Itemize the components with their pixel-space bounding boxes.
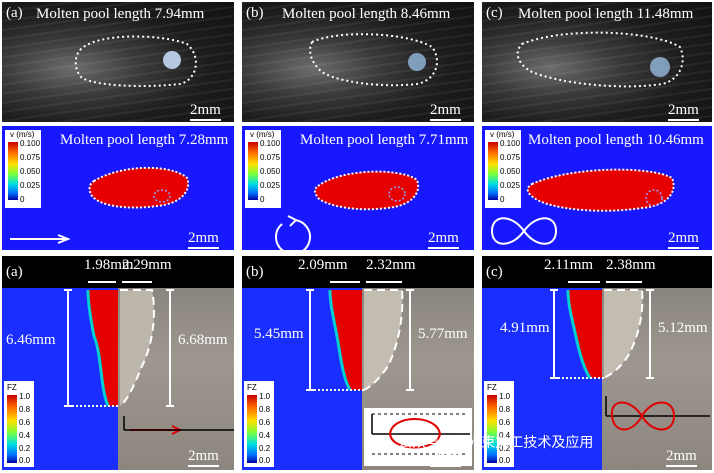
scale-bar: 2mm <box>188 230 219 249</box>
depth-right-label: 6.68mm <box>178 332 228 348</box>
fz-colorbar <box>487 395 497 463</box>
section-panel-a: (a) 1.98mm 2.29mm 6.46mm 6.68mm FZ 1.0 0… <box>2 256 234 470</box>
molten-pool-outline <box>309 33 438 87</box>
colorbar-tick: 0.2 <box>259 444 271 453</box>
fz-colorbar <box>247 395 257 463</box>
width-left-label: 2.09mm <box>298 257 348 273</box>
depth-right-label: 5.77mm <box>418 326 468 342</box>
colorbar-tick: 1.0 <box>499 392 511 401</box>
colorbar-tick: 0.025 <box>500 181 521 190</box>
fusion-zone <box>550 281 710 431</box>
velocity-colorbar <box>8 142 18 200</box>
scale-bar: 2mm <box>430 102 461 121</box>
molten-pool-length-label: Molten pool length 8.46mm <box>282 6 451 22</box>
colorbar-tick: 0.050 <box>20 167 41 176</box>
fusion-zone <box>64 281 234 435</box>
colorbar-tick: 0.6 <box>499 418 511 427</box>
colorbar-tick: 1.0 <box>19 392 31 401</box>
panel-label: (c) <box>486 5 503 21</box>
colorbar-title: FZ <box>7 383 17 392</box>
colorbar-tick: 0.100 <box>500 139 521 148</box>
width-right-label: 2.38mm <box>606 257 656 273</box>
colorbar-tick: 0.2 <box>499 444 511 453</box>
colorbar-tick: 0.050 <box>260 167 281 176</box>
width-left-label: 1.98mm <box>84 257 134 273</box>
velocity-colorbar <box>488 142 498 200</box>
molten-pool-outline <box>74 35 197 87</box>
panel-label: (a) <box>6 264 23 280</box>
velocity-colorbar <box>248 142 258 200</box>
colorbar-title: FZ <box>247 383 257 392</box>
colorbar-tick: 0.025 <box>260 181 281 190</box>
section-panel-c: 2.11mm 2.38mm 4.91mm 5.12mm (c) FZ 1.0 0… <box>482 256 712 470</box>
fusion-zone <box>306 281 472 466</box>
simulated-pool <box>10 166 190 244</box>
width-right-label: 2.29mm <box>122 257 172 273</box>
colorbar-tick: 0 <box>260 195 265 204</box>
depth-left-label: 5.45mm <box>254 326 304 342</box>
colorbar-tick: 0.6 <box>259 418 271 427</box>
width-right-label: 2.32mm <box>366 257 416 273</box>
molten-pool-outline <box>516 31 684 88</box>
depth-right-label: 5.12mm <box>658 320 708 336</box>
photo-panel-a: Molten pool length 7.94mm (a) 2mm <box>2 2 234 122</box>
simulated-pool <box>275 170 420 250</box>
scale-bar: 2mm <box>668 102 699 121</box>
colorbar-tick: 0.075 <box>20 153 41 162</box>
colorbar-tick: 0.100 <box>260 139 281 148</box>
molten-pool-length-label: Molten pool length 7.28mm <box>60 132 229 148</box>
molten-pool-length-label: Molten pool length 11.48mm <box>518 6 694 22</box>
molten-pool-length-label: Molten pool length 10.46mm <box>528 132 704 148</box>
scale-bar: 2mm <box>666 448 697 467</box>
colorbar-tick: 0.100 <box>20 139 41 148</box>
photo-panel-c: Molten pool length 11.48mm (c) 2mm <box>482 2 712 122</box>
watermark: 公众号 · 激光束加工技术及应用 <box>398 435 594 451</box>
panel-label: (c) <box>486 264 503 280</box>
scale-bar: 2mm <box>430 448 461 467</box>
colorbar-title: v (m/s) <box>10 130 35 139</box>
molten-pool-length-label: Molten pool length 7.71mm <box>300 132 469 148</box>
colorbar-tick: 0.0 <box>19 456 31 465</box>
scale-bar: 2mm <box>190 102 221 121</box>
colorbar-tick: 0.0 <box>499 456 511 465</box>
width-left-label: 2.11mm <box>544 257 594 273</box>
colorbar-tick: 0.0 <box>259 456 271 465</box>
panel-label: (b) <box>246 264 264 280</box>
fz-colorbar <box>7 395 17 463</box>
colorbar-tick: 0.4 <box>19 431 31 440</box>
colorbar-tick: 0.025 <box>20 181 41 190</box>
simulated-pool <box>490 168 675 245</box>
depth-left-label: 4.91mm <box>500 320 550 336</box>
colorbar-tick: 0 <box>500 195 505 204</box>
scale-bar: 2mm <box>428 230 459 249</box>
colorbar-tick: 0 <box>20 195 25 204</box>
colorbar-tick: 0.8 <box>259 405 271 414</box>
panel-label: (a) <box>6 5 23 21</box>
scale-bar: 2mm <box>668 230 699 249</box>
colorbar-tick: 0.8 <box>19 405 31 414</box>
sim-panel-c: v (m/s) 0.100 0.075 0.050 0.025 0 Molten… <box>482 126 712 250</box>
colorbar-tick: 0.075 <box>500 153 521 162</box>
colorbar-tick: 0.4 <box>259 431 271 440</box>
colorbar-tick: 0.4 <box>499 431 511 440</box>
colorbar-tick: 0.8 <box>499 405 511 414</box>
colorbar-title: FZ <box>487 383 497 392</box>
colorbar-tick: 0.050 <box>500 167 521 176</box>
depth-left-label: 6.46mm <box>6 332 56 348</box>
colorbar-title: v (m/s) <box>250 130 275 139</box>
colorbar-tick: 0.6 <box>19 418 31 427</box>
colorbar-title: v (m/s) <box>490 130 515 139</box>
sim-panel-a: v (m/s) 0.100 0.075 0.050 0.025 0 Molten… <box>2 126 234 250</box>
colorbar-tick: 0.2 <box>19 444 31 453</box>
section-panel-b: 2.09mm 2.32mm 5.45mm 5.77mm (b) FZ 1.0 0… <box>242 256 474 470</box>
colorbar-tick: 0.075 <box>260 153 281 162</box>
scale-bar: 2mm <box>188 448 219 467</box>
panel-label: (b) <box>246 5 264 21</box>
molten-pool-length-label: Molten pool length 7.94mm <box>36 6 205 22</box>
photo-panel-b: Molten pool length 8.46mm (b) 2mm <box>242 2 474 122</box>
colorbar-tick: 1.0 <box>259 392 271 401</box>
sim-panel-b: v (m/s) 0.100 0.075 0.050 0.025 0 Molten… <box>242 126 474 250</box>
